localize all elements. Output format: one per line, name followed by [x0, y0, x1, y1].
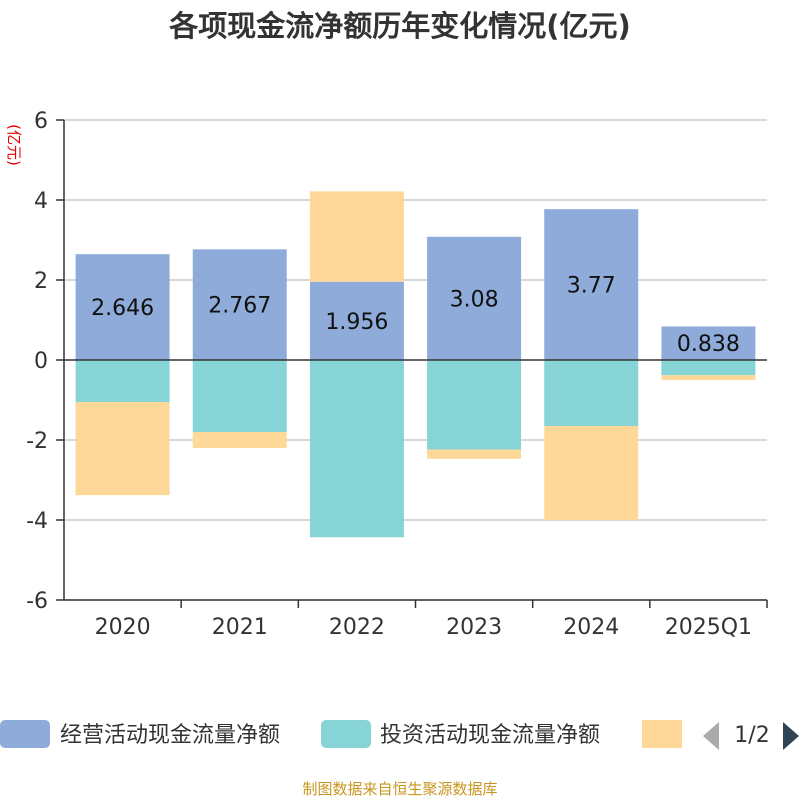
bar-value-label: 3.77 — [567, 274, 616, 299]
chart-title: 各项现金流净额历年变化情况(亿元) — [168, 9, 631, 43]
bar-value-label: 3.08 — [450, 287, 499, 312]
x-category-label: 2024 — [563, 615, 619, 640]
bar-2020-series-0 — [75, 254, 170, 360]
axes: 6 4 2 0 -2 -4 -6 2020 2021 2022 2023 2024 2025Q1 — [26, 109, 768, 640]
legend-item-investing[interactable]: 投资活动现金流量净额 — [321, 720, 600, 748]
bar-2025Q1-series-0 — [661, 326, 756, 360]
legend-swatch-operating — [0, 720, 50, 748]
legend-swatch-financing — [642, 720, 682, 748]
chevron-right-icon[interactable] — [783, 722, 799, 750]
chevron-left-icon[interactable] — [703, 722, 719, 750]
legend-label-operating: 经营活动现金流量净额 — [60, 723, 280, 748]
x-category-label: 2021 — [212, 615, 268, 640]
bar-2021-series-0 — [192, 249, 287, 360]
x-category-label: 2025Q1 — [665, 615, 752, 640]
bar-2020-series-1 — [75, 360, 170, 402]
y-axis-unit: (亿元) — [5, 124, 23, 166]
bar-2021-series-2 — [192, 432, 287, 448]
y-tick-label: -2 — [26, 429, 48, 454]
legend-pager: 1/2 — [703, 722, 799, 750]
bar-2023-series-0 — [427, 236, 522, 360]
bar-2024-series-1 — [544, 360, 639, 426]
bar-2021-series-1 — [192, 360, 287, 432]
y-tick-label: -6 — [26, 589, 48, 614]
bar-2025Q1-series-1 — [661, 360, 756, 376]
bar-2023-series-1 — [427, 360, 522, 450]
y-tick-label: 4 — [34, 189, 48, 214]
bars — [75, 191, 756, 538]
bar-2025Q1-series-2 — [661, 375, 756, 380]
y-tick-label: -4 — [26, 509, 48, 534]
bar-2022-series-1 — [309, 360, 404, 538]
bar-2023-series-2 — [427, 449, 522, 459]
bar-2024-series-2 — [544, 426, 639, 520]
bar-value-label: 1.956 — [325, 310, 388, 335]
legend: 经营活动现金流量净额 投资活动现金流量净额 1/2 — [0, 720, 799, 750]
y-tick-label: 6 — [34, 109, 48, 134]
bar-labels: 2.646 2.767 1.956 3.08 3.77 0.838 — [91, 274, 740, 358]
legend-item-operating[interactable]: 经营活动现金流量净额 — [0, 720, 280, 748]
bar-2020-series-2 — [75, 402, 170, 496]
source-note: 制图数据来自恒生聚源数据库 — [302, 780, 497, 798]
bar-2022-series-0 — [309, 281, 404, 360]
x-category-label: 2023 — [446, 615, 502, 640]
x-category-label: 2022 — [329, 615, 385, 640]
legend-label-investing: 投资活动现金流量净额 — [380, 723, 600, 748]
legend-page-indicator: 1/2 — [734, 723, 769, 748]
bar-value-label: 0.838 — [677, 332, 740, 357]
y-tick-label: 2 — [34, 269, 48, 294]
legend-swatch-investing — [321, 720, 371, 748]
bar-value-label: 2.646 — [91, 296, 154, 321]
bar-value-label: 2.767 — [208, 294, 271, 319]
bar-2022-series-2 — [309, 191, 404, 282]
y-tick-label: 0 — [34, 349, 48, 374]
x-category-label: 2020 — [95, 615, 151, 640]
legend-item-financing[interactable] — [642, 720, 682, 748]
bar-2024-series-0 — [544, 209, 639, 360]
